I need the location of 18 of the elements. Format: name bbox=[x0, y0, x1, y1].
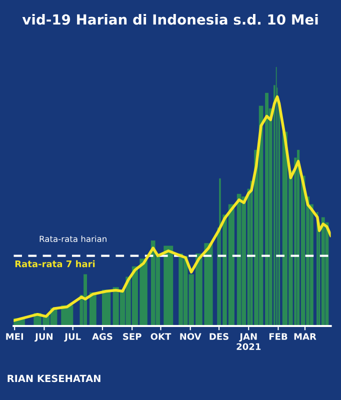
x-tick-label: FEB bbox=[269, 333, 288, 340]
x-tick-label: OKT bbox=[150, 333, 172, 340]
x-tick-label: SEP bbox=[123, 333, 142, 340]
x-tick-label: JUN bbox=[34, 333, 52, 342]
bar bbox=[321, 217, 325, 326]
x-tick-label: MAR bbox=[294, 333, 316, 340]
text: RIAN KESEHATAN bbox=[8, 374, 100, 382]
x-tick-label: AGS bbox=[92, 333, 112, 340]
chart-title: vid-19 Harian di Indonesia s.d. 10 Mei bbox=[22, 14, 318, 25]
x-tick-label: NOV bbox=[180, 333, 202, 340]
x-tick-label: JAN 2021 bbox=[236, 333, 261, 350]
x-tick-label: DES bbox=[210, 333, 228, 340]
ref-line-label: Rata-rata harian bbox=[40, 236, 106, 242]
bar bbox=[265, 92, 268, 326]
text: Rata-rata 7 hari bbox=[15, 260, 95, 268]
x-tick-label: MEI bbox=[6, 333, 24, 340]
x-tick-label: JUL bbox=[64, 333, 81, 342]
bar bbox=[84, 274, 87, 326]
